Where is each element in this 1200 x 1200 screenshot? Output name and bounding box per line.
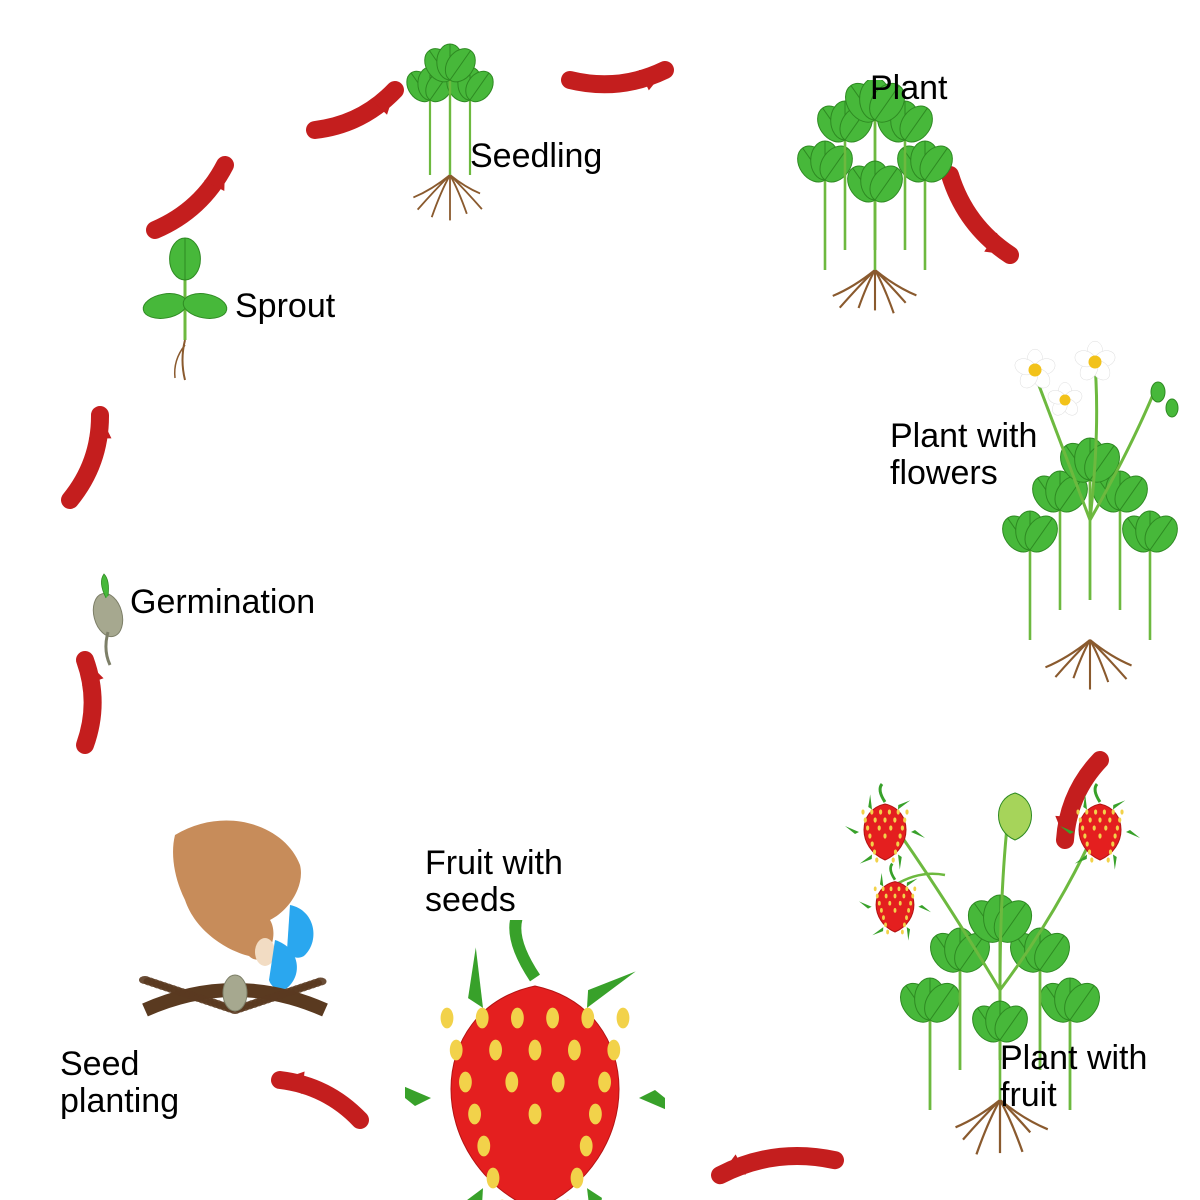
sprout-icon (115, 220, 255, 390)
plant_with_flowers-icon (940, 320, 1200, 700)
germination-icon (68, 570, 148, 670)
seedling-icon (350, 40, 550, 240)
cycle-arrow (40, 385, 160, 560)
fruit_with_seeds-icon (405, 920, 665, 1200)
seed_planting-label: Seed planting (60, 1046, 179, 1121)
plant_with_fruit-icon (800, 760, 1160, 1160)
lifecycle-diagram: Seed planting Germination Sprout (0, 0, 1200, 1200)
fruit_with_seeds-label: Fruit with seeds (425, 845, 563, 920)
cycle-arrow (250, 1050, 420, 1180)
germination-label: Germination (130, 584, 315, 621)
plant-icon (745, 80, 1005, 340)
seed_planting-icon (115, 810, 355, 1050)
cycle-arrow (540, 40, 725, 152)
